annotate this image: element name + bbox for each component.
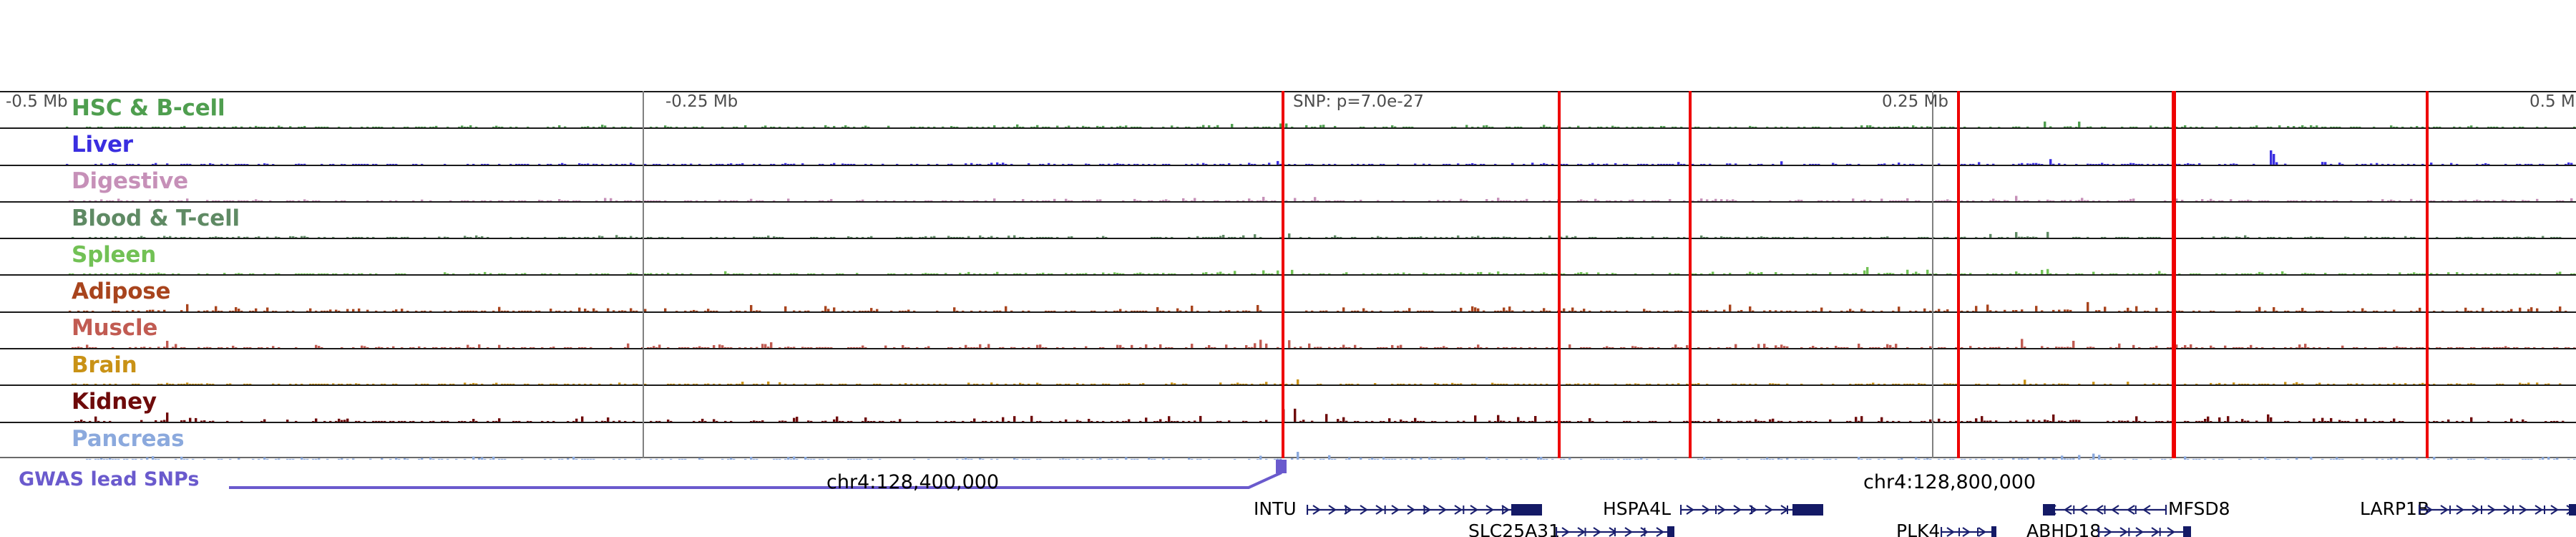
gene-label-larp1b[interactable]: LARP1B [2360,498,2430,519]
tissue-signal-track-panel: HSC & B-cell Liver Digestive Blood & T-cell… [0,91,2576,460]
gene-label-hspa4l[interactable]: HSPA4L [1603,498,1672,519]
gene-label-intu[interactable]: INTU [1254,498,1297,519]
gene-model-slc25a31[interactable] [1556,523,1674,537]
track-label-spleen: Spleen [72,241,157,268]
gene-exon-block [1511,504,1542,516]
gene-model-hspa4l[interactable] [1680,501,1823,518]
track-label-hsc-b-cell: HSC & B-cell [72,95,225,121]
axis-tick-label: -0.5 Mb [6,92,68,111]
gwas-lead-snps-track: GWAS lead SNPs [0,458,2576,503]
signal-track-row: Blood & T-cell [0,203,2576,240]
signal-wiggle [0,402,2576,422]
gene-model-mfsd8[interactable] [2043,501,2167,518]
signal-wiggle [0,218,2576,238]
signal-wiggle [0,181,2576,201]
signal-wiggle [0,291,2576,311]
signal-track-row: Spleen [0,239,2576,276]
signal-wiggle [0,254,2576,275]
genomic-coordinate-label: chr4:128,800,000 [1863,471,2036,493]
snp-pvalue-annotation: SNP: p=7.0e-27 [1293,92,1424,111]
track-label-liver: Liver [72,132,133,158]
gene-label-slc25a31[interactable]: SLC25A31 [1468,521,1560,537]
axis-tick-label: 0.25 Mb [1882,92,1948,111]
signal-wiggle [0,145,2576,165]
gene-exon-block [2569,504,2576,516]
gene-model-larp1b[interactable] [2419,501,2576,518]
signal-wiggle [0,328,2576,349]
gwas-connector-line [229,471,1282,489]
genomic-coordinate-label: chr4:128,400,000 [826,471,1000,493]
track-label-brain: Brain [72,352,137,378]
gene-label-abhd18[interactable]: ABHD18 [2026,521,2102,537]
signal-track-row: Digestive [0,166,2576,203]
gene-exon-block [1991,526,1996,537]
gene-model-abhd18[interactable] [2098,523,2191,537]
signal-track-row: Muscle [0,313,2576,350]
gene-exon-block [1792,504,1823,516]
signal-wiggle [0,107,2576,128]
gwas-connector-svg [229,460,1287,489]
track-label-blood-t-cell: Blood & T-cell [72,205,240,231]
axis-tick-label: -0.25 Mb [665,92,738,111]
axis-tick-label: 0.5 Mb [2529,92,2576,111]
signal-track-row: Liver [0,129,2576,166]
gene-exon-block [2183,526,2191,537]
gene-model-plk4[interactable] [1941,523,1996,537]
signal-track-row: Pancreas [0,423,2576,460]
signal-wiggle [0,364,2576,385]
track-label-digestive: Digestive [72,168,188,195]
gwas-lead-snp-marker[interactable] [1276,460,1287,473]
signal-track-row: Adipose [0,276,2576,313]
signal-track-row: Kidney [0,386,2576,423]
gene-exon-block [2043,504,2055,516]
track-label-adipose: Adipose [72,279,171,305]
track-label-muscle: Muscle [72,315,158,342]
gene-annotation-track: INTU SLC25A31 HSPA4L PLK4 ABHD18 MFSD8 LARP1B [0,497,2576,537]
gwas-track-label: GWAS lead SNPs [19,468,200,490]
gene-label-plk4[interactable]: PLK4 [1896,521,1941,537]
track-label-pancreas: Pancreas [72,426,185,453]
gene-label-mfsd8[interactable]: MFSD8 [2168,498,2230,519]
signal-track-row: HSC & B-cell [0,92,2576,130]
signal-track-row: Brain [0,349,2576,387]
track-label-kidney: Kidney [72,389,157,415]
signal-wiggle [0,440,2576,460]
gene-exon-block [1667,526,1674,537]
gene-model-intu[interactable] [1307,501,1542,518]
